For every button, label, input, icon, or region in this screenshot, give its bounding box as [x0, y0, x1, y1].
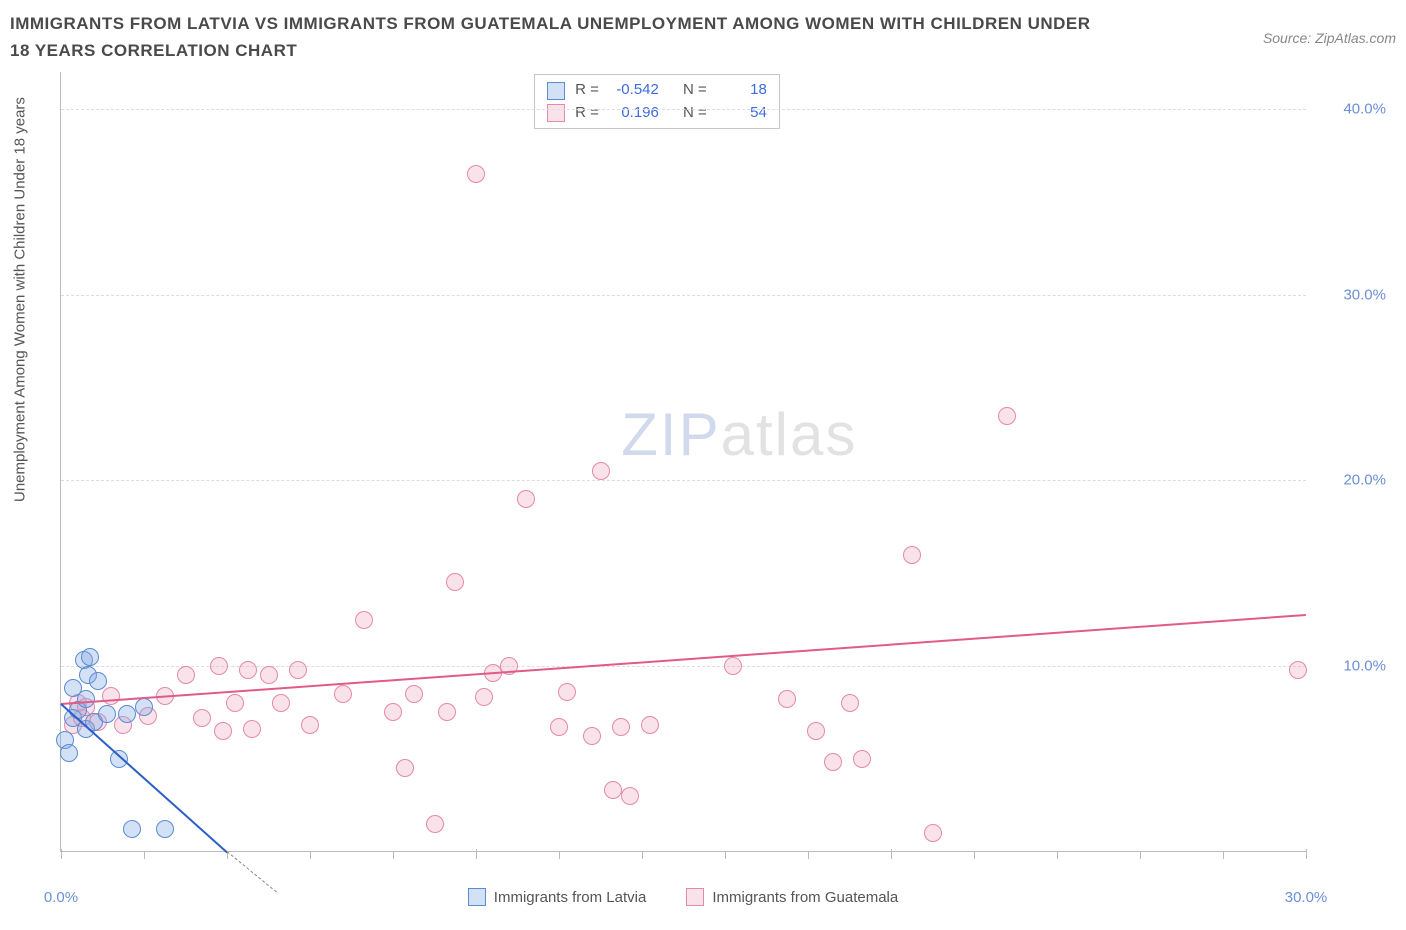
trend-line-guatemala	[61, 614, 1306, 705]
data-point-latvia	[81, 648, 99, 666]
data-point-latvia	[156, 820, 174, 838]
data-point-latvia	[60, 744, 78, 762]
data-point-guatemala	[621, 787, 639, 805]
legend-label-guatemala: Immigrants from Guatemala	[712, 889, 898, 906]
x-minor-tick	[1140, 851, 1141, 859]
data-point-guatemala	[334, 685, 352, 703]
data-point-guatemala	[824, 753, 842, 771]
data-point-guatemala	[583, 727, 601, 745]
data-point-guatemala	[807, 722, 825, 740]
data-point-guatemala	[426, 815, 444, 833]
data-point-guatemala	[239, 661, 257, 679]
data-point-guatemala	[592, 462, 610, 480]
data-point-guatemala	[604, 781, 622, 799]
data-point-guatemala	[841, 694, 859, 712]
data-point-guatemala	[272, 694, 290, 712]
y-tick-label: 30.0%	[1316, 286, 1386, 303]
x-minor-tick	[1057, 851, 1058, 859]
data-point-guatemala	[903, 546, 921, 564]
data-point-guatemala	[853, 750, 871, 768]
data-point-latvia	[135, 698, 153, 716]
x-minor-tick	[808, 851, 809, 859]
swatch-latvia	[547, 82, 565, 100]
data-point-latvia	[89, 672, 107, 690]
data-point-guatemala	[289, 661, 307, 679]
data-point-guatemala	[475, 688, 493, 706]
data-point-guatemala	[550, 718, 568, 736]
stats-legend-box: R = -0.542 N = 18 R = 0.196 N = 54	[534, 74, 780, 129]
data-point-guatemala	[998, 407, 1016, 425]
legend-item-latvia: Immigrants from Latvia	[468, 888, 647, 906]
y-tick-label: 40.0%	[1316, 101, 1386, 118]
data-point-guatemala	[467, 165, 485, 183]
swatch-latvia	[468, 888, 486, 906]
latvia-r-value: -0.542	[609, 79, 659, 102]
source-attribution: Source: ZipAtlas.com	[1263, 10, 1396, 46]
swatch-guatemala	[547, 104, 565, 122]
n-label: N =	[683, 79, 707, 102]
chart-container: Unemployment Among Women with Children U…	[10, 72, 1396, 912]
y-tick-label: 10.0%	[1316, 657, 1386, 674]
y-axis-label: Unemployment Among Women with Children U…	[12, 482, 29, 502]
x-minor-tick	[559, 851, 560, 859]
gridline	[61, 480, 1306, 481]
data-point-latvia	[123, 820, 141, 838]
gridline	[61, 295, 1306, 296]
stats-row-guatemala: R = 0.196 N = 54	[547, 102, 767, 125]
data-point-guatemala	[226, 694, 244, 712]
r-label: R =	[575, 102, 599, 125]
data-point-guatemala	[193, 709, 211, 727]
data-point-guatemala	[446, 573, 464, 591]
chart-title: IMMIGRANTS FROM LATVIA VS IMMIGRANTS FRO…	[10, 10, 1110, 64]
watermark: ZIPatlas	[621, 400, 857, 469]
r-label: R =	[575, 79, 599, 102]
y-tick-label: 20.0%	[1316, 472, 1386, 489]
x-minor-tick	[974, 851, 975, 859]
x-tick	[1306, 849, 1307, 859]
x-minor-tick	[725, 851, 726, 859]
data-point-guatemala	[558, 683, 576, 701]
x-minor-tick	[393, 851, 394, 859]
x-minor-tick	[1223, 851, 1224, 859]
guatemala-r-value: 0.196	[609, 102, 659, 125]
data-point-latvia	[98, 705, 116, 723]
data-point-guatemala	[924, 824, 942, 842]
n-label: N =	[683, 102, 707, 125]
data-point-guatemala	[1289, 661, 1307, 679]
gridline	[61, 109, 1306, 110]
data-point-guatemala	[214, 722, 232, 740]
data-point-guatemala	[396, 759, 414, 777]
x-tick	[476, 849, 477, 859]
x-minor-tick	[144, 851, 145, 859]
data-point-guatemala	[355, 611, 373, 629]
x-minor-tick	[642, 851, 643, 859]
bottom-legend: Immigrants from Latvia Immigrants from G…	[60, 882, 1306, 912]
data-point-guatemala	[438, 703, 456, 721]
data-point-guatemala	[641, 716, 659, 734]
legend-item-guatemala: Immigrants from Guatemala	[686, 888, 898, 906]
data-point-guatemala	[301, 716, 319, 734]
latvia-n-value: 18	[717, 79, 767, 102]
swatch-guatemala	[686, 888, 704, 906]
data-point-guatemala	[384, 703, 402, 721]
stats-row-latvia: R = -0.542 N = 18	[547, 79, 767, 102]
data-point-guatemala	[724, 657, 742, 675]
data-point-guatemala	[405, 685, 423, 703]
x-tick	[891, 849, 892, 859]
data-point-guatemala	[517, 490, 535, 508]
data-point-latvia	[118, 705, 136, 723]
x-tick	[61, 849, 62, 859]
data-point-guatemala	[210, 657, 228, 675]
data-point-guatemala	[177, 666, 195, 684]
data-point-guatemala	[778, 690, 796, 708]
legend-label-latvia: Immigrants from Latvia	[494, 889, 647, 906]
plot-area: ZIPatlas R = -0.542 N = 18 R = 0.196 N =…	[60, 72, 1306, 852]
data-point-latvia	[77, 690, 95, 708]
data-point-guatemala	[243, 720, 261, 738]
guatemala-n-value: 54	[717, 102, 767, 125]
data-point-guatemala	[612, 718, 630, 736]
x-minor-tick	[310, 851, 311, 859]
data-point-guatemala	[260, 666, 278, 684]
